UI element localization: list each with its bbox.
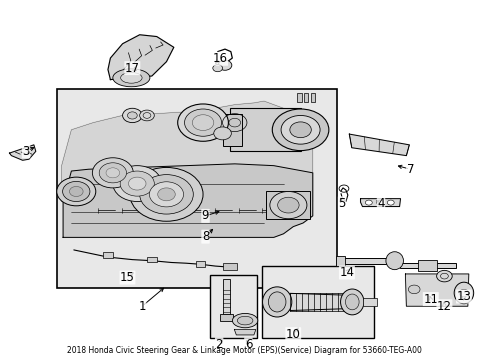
Bar: [147, 257, 157, 262]
Bar: [362, 298, 376, 306]
Ellipse shape: [345, 294, 358, 310]
Ellipse shape: [213, 127, 231, 140]
Ellipse shape: [281, 116, 320, 144]
Bar: [57, 89, 336, 288]
Text: 2: 2: [215, 338, 223, 351]
Ellipse shape: [113, 166, 161, 202]
Bar: [417, 260, 436, 271]
Ellipse shape: [69, 186, 83, 197]
Ellipse shape: [376, 200, 383, 205]
Bar: [339, 258, 390, 264]
Ellipse shape: [140, 175, 193, 214]
Ellipse shape: [128, 177, 146, 190]
Text: 11: 11: [423, 293, 437, 306]
Ellipse shape: [106, 168, 120, 178]
Text: 13: 13: [456, 290, 470, 303]
Ellipse shape: [385, 252, 403, 270]
Bar: [297, 93, 301, 102]
Bar: [195, 261, 205, 267]
Ellipse shape: [453, 282, 473, 304]
Text: 5: 5: [338, 197, 345, 210]
Ellipse shape: [122, 108, 142, 123]
Text: 4: 4: [377, 197, 384, 210]
Bar: [335, 256, 344, 266]
Bar: [222, 263, 237, 270]
Text: 10: 10: [285, 328, 300, 341]
Bar: [103, 252, 113, 258]
Bar: [289, 293, 344, 311]
Ellipse shape: [365, 200, 371, 205]
Bar: [304, 93, 308, 102]
Ellipse shape: [120, 171, 154, 196]
Ellipse shape: [232, 314, 257, 328]
Ellipse shape: [149, 182, 183, 207]
Ellipse shape: [268, 292, 285, 312]
Text: 9: 9: [202, 210, 209, 222]
Text: 1: 1: [138, 300, 145, 313]
Text: 14: 14: [339, 266, 354, 279]
Ellipse shape: [272, 109, 328, 150]
Text: 6: 6: [244, 338, 252, 351]
Ellipse shape: [57, 177, 96, 206]
Bar: [219, 315, 233, 321]
Bar: [210, 275, 256, 338]
Bar: [266, 191, 310, 220]
Polygon shape: [405, 274, 468, 306]
Ellipse shape: [262, 287, 291, 317]
Text: 15: 15: [120, 271, 135, 284]
Text: 8: 8: [202, 230, 209, 243]
Ellipse shape: [192, 115, 213, 131]
Ellipse shape: [237, 316, 252, 325]
Text: 17: 17: [124, 62, 140, 75]
Ellipse shape: [184, 109, 221, 136]
Ellipse shape: [218, 60, 231, 70]
Ellipse shape: [140, 110, 154, 121]
Polygon shape: [234, 329, 255, 335]
Ellipse shape: [127, 112, 137, 119]
Ellipse shape: [113, 69, 150, 87]
Polygon shape: [9, 145, 36, 160]
Bar: [310, 93, 315, 102]
Ellipse shape: [177, 104, 228, 141]
Bar: [222, 114, 242, 146]
Text: 16: 16: [212, 52, 227, 65]
Text: 12: 12: [436, 300, 451, 313]
Polygon shape: [360, 199, 400, 207]
Polygon shape: [108, 35, 173, 80]
Ellipse shape: [212, 64, 222, 72]
Text: 7: 7: [406, 163, 413, 176]
Ellipse shape: [386, 200, 393, 205]
Ellipse shape: [121, 72, 142, 83]
Bar: [261, 266, 373, 338]
Ellipse shape: [62, 181, 90, 202]
Bar: [399, 263, 455, 268]
Ellipse shape: [99, 163, 126, 183]
Ellipse shape: [407, 285, 419, 294]
Ellipse shape: [158, 188, 175, 201]
Ellipse shape: [92, 158, 133, 188]
Ellipse shape: [277, 197, 299, 213]
Polygon shape: [348, 134, 408, 156]
Polygon shape: [61, 101, 312, 202]
Ellipse shape: [436, 270, 451, 282]
Ellipse shape: [269, 192, 306, 219]
Ellipse shape: [130, 167, 203, 221]
Bar: [229, 108, 300, 151]
Ellipse shape: [340, 289, 363, 315]
Text: 2018 Honda Civic Steering Gear & Linkage Motor (EPS)(Service) Diagram for 53660-: 2018 Honda Civic Steering Gear & Linkage…: [67, 346, 421, 355]
Ellipse shape: [289, 122, 311, 138]
Text: 3: 3: [22, 145, 30, 158]
Bar: [222, 279, 230, 315]
Polygon shape: [63, 164, 312, 237]
